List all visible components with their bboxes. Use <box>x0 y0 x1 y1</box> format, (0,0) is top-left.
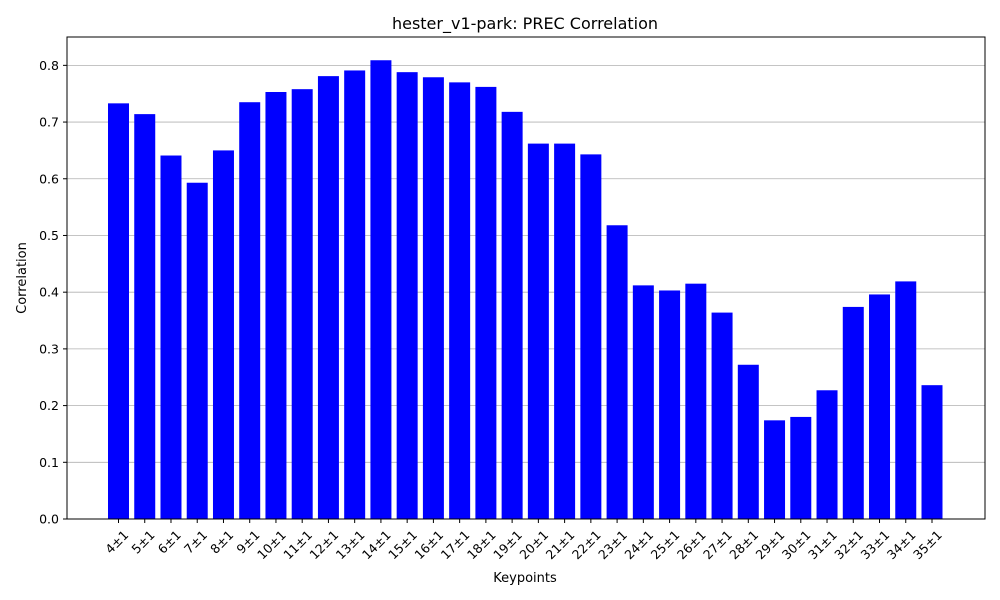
y-tick-label: 0.4 <box>39 285 59 300</box>
bar <box>291 89 313 520</box>
bar <box>711 312 733 519</box>
y-axis: 0.0 0.1 0.2 0.3 0.4 0.5 0.6 0.7 0.8 <box>39 58 67 527</box>
bar <box>396 72 418 519</box>
bar <box>869 294 891 519</box>
bar <box>685 283 707 519</box>
bar <box>606 225 628 519</box>
bar <box>895 281 917 519</box>
bar <box>475 86 497 519</box>
y-tick-label: 0.0 <box>39 512 59 527</box>
bar <box>527 143 549 519</box>
bar <box>659 290 681 519</box>
bar <box>816 390 838 519</box>
bar <box>554 143 576 519</box>
bar <box>842 306 864 519</box>
y-tick-label: 0.2 <box>39 398 59 413</box>
bar <box>764 420 786 519</box>
bar <box>265 92 287 520</box>
bar <box>790 416 812 519</box>
bar <box>449 82 471 519</box>
bar <box>160 155 182 519</box>
chart-title: hester_v1-park: PREC Correlation <box>392 14 658 34</box>
plot-frame <box>66 36 986 520</box>
bar <box>632 285 654 519</box>
y-tick-label: 0.5 <box>39 228 59 243</box>
bar <box>580 154 602 520</box>
y-axis-label: Correlation <box>15 242 30 314</box>
bar <box>370 60 392 519</box>
y-tick-label: 0.3 <box>39 341 59 356</box>
y-tick-label: 0.7 <box>39 115 59 130</box>
bars <box>108 60 943 520</box>
x-axis-label: Keypoints <box>493 571 557 586</box>
bar <box>317 76 339 519</box>
bar <box>212 150 234 520</box>
bar <box>239 102 261 519</box>
bar <box>921 385 943 519</box>
bar <box>422 77 444 520</box>
y-tick-label: 0.1 <box>39 455 59 470</box>
bar <box>134 114 156 520</box>
bar <box>737 364 759 519</box>
bar <box>186 182 208 519</box>
y-tick-label: 0.8 <box>39 58 59 73</box>
y-tick-label: 0.6 <box>39 171 59 186</box>
bar <box>501 111 523 519</box>
bar <box>108 103 129 519</box>
bar <box>344 70 366 519</box>
